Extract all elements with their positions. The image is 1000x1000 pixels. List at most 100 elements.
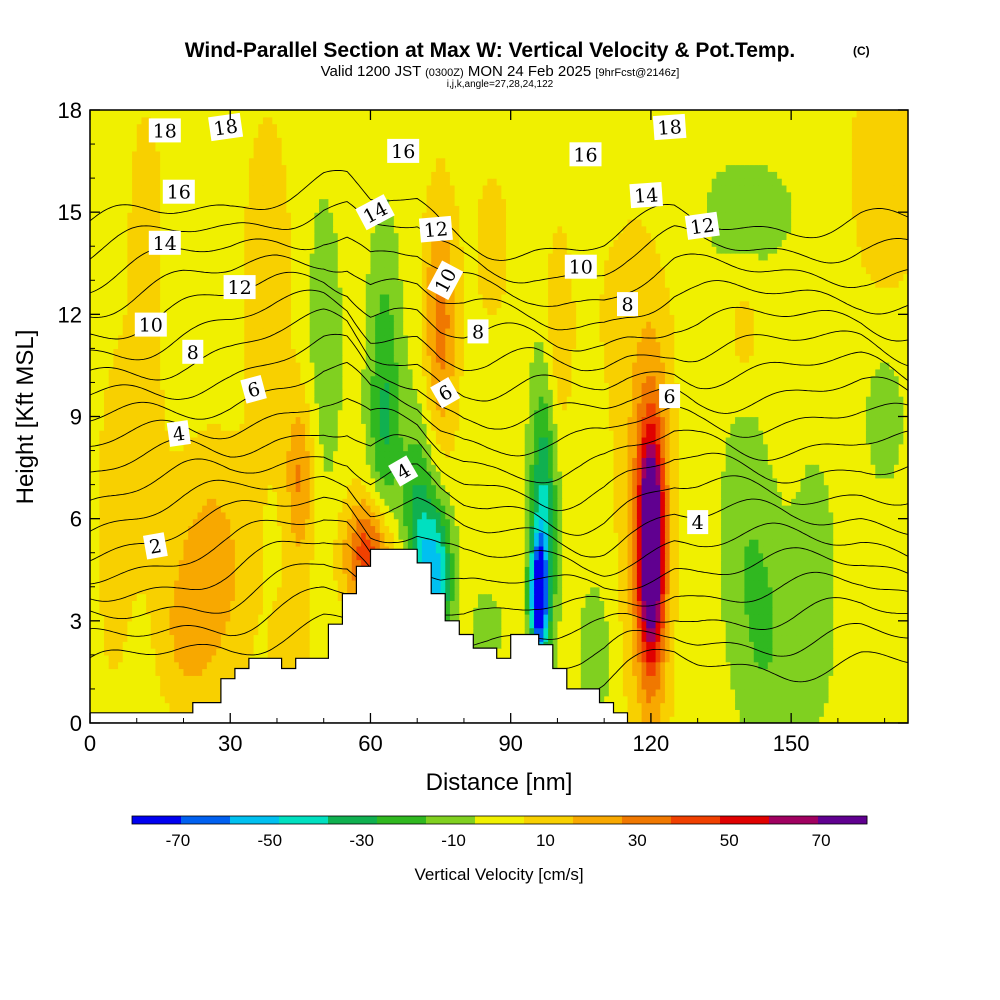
velocity-cell xyxy=(847,607,853,615)
velocity-cell xyxy=(174,539,180,547)
velocity-cell xyxy=(323,573,329,581)
velocity-cell xyxy=(477,607,484,615)
velocity-cell xyxy=(183,552,189,561)
velocity-cell xyxy=(664,668,671,676)
velocity-cell xyxy=(178,675,185,683)
velocity-cell xyxy=(772,620,778,629)
velocity-cell xyxy=(767,641,774,649)
velocity-cell xyxy=(721,675,727,683)
velocity-cell xyxy=(174,627,180,636)
velocity-cell xyxy=(847,573,853,581)
velocity-cell xyxy=(248,566,255,574)
velocity-cell xyxy=(805,579,811,588)
velocity-cell xyxy=(113,648,119,656)
velocity-cell xyxy=(132,675,138,683)
velocity-cell xyxy=(856,552,862,561)
velocity-cell xyxy=(258,620,264,629)
velocity-cell xyxy=(113,614,119,622)
velocity-cell xyxy=(160,593,166,601)
velocity-cell xyxy=(781,552,788,561)
velocity-cell xyxy=(655,702,661,710)
velocity-cell xyxy=(477,532,484,540)
velocity-cell xyxy=(155,695,161,704)
velocity-cell xyxy=(211,654,217,663)
velocity-cell xyxy=(113,668,119,676)
velocity-cell xyxy=(664,559,671,567)
velocity-cell xyxy=(146,586,152,595)
velocity-cell xyxy=(875,702,881,710)
velocity-cell xyxy=(580,532,587,540)
velocity-cell xyxy=(146,688,152,697)
velocity-cell xyxy=(155,648,161,656)
velocity-cell xyxy=(262,559,269,567)
velocity-cell xyxy=(814,573,820,581)
velocity-cell xyxy=(833,702,839,710)
velocity-cell xyxy=(337,586,344,595)
velocity-cell xyxy=(594,675,601,683)
velocity-cell xyxy=(491,559,498,567)
velocity-cell xyxy=(94,566,100,574)
velocity-cell xyxy=(641,593,647,601)
velocity-cell xyxy=(253,614,259,622)
velocity-cell xyxy=(758,668,764,676)
velocity-cell xyxy=(716,688,722,697)
velocity-cell xyxy=(197,675,203,683)
velocity-cell xyxy=(585,634,591,642)
velocity-cell xyxy=(281,586,287,595)
velocity-cell xyxy=(632,661,638,670)
velocity-cell xyxy=(445,545,451,554)
velocity-cell xyxy=(211,682,217,690)
velocity-cell xyxy=(253,552,259,561)
velocity-cell xyxy=(220,614,227,622)
velocity-cell xyxy=(141,545,147,554)
velocity-cell xyxy=(90,573,96,581)
velocity-cell xyxy=(655,552,661,561)
velocity-cell xyxy=(183,539,189,547)
velocity-cell xyxy=(819,716,825,723)
velocity-cell xyxy=(122,702,128,710)
velocity-cell xyxy=(688,661,694,670)
velocity-cell xyxy=(538,607,544,615)
velocity-cell xyxy=(683,675,689,683)
velocity-cell xyxy=(188,586,194,595)
velocity-cell xyxy=(267,627,273,636)
velocity-cell xyxy=(707,579,713,588)
velocity-cell xyxy=(664,675,671,683)
velocity-cell xyxy=(702,607,708,615)
velocity-cell xyxy=(206,559,213,567)
velocity-cell xyxy=(664,688,671,697)
velocity-cell xyxy=(113,552,119,561)
velocity-cell xyxy=(646,675,652,683)
velocity-cell xyxy=(118,620,124,629)
velocity-cell xyxy=(206,620,213,629)
velocity-cell xyxy=(183,661,189,670)
velocity-cell xyxy=(772,702,778,710)
velocity-cell xyxy=(594,600,601,608)
velocity-cell xyxy=(127,607,133,615)
velocity-cell xyxy=(529,593,535,601)
velocity-cell xyxy=(739,614,745,622)
velocity-cell xyxy=(814,668,820,676)
velocity-cell xyxy=(823,573,830,581)
velocity-cell xyxy=(833,634,839,642)
velocity-cell xyxy=(566,661,573,670)
velocity-cell xyxy=(459,539,465,547)
velocity-cell xyxy=(791,620,797,629)
velocity-cell xyxy=(590,661,596,670)
velocity-cell xyxy=(660,545,666,554)
velocity-cell xyxy=(791,627,797,636)
velocity-cell xyxy=(220,566,227,574)
subtitle-params: i,j,k,angle=27,28,24,122 xyxy=(447,79,554,90)
velocity-cell xyxy=(833,709,839,717)
velocity-cell xyxy=(730,593,736,601)
velocity-cell xyxy=(94,620,100,629)
velocity-cell xyxy=(865,559,872,567)
velocity-cell xyxy=(524,607,530,615)
velocity-cell xyxy=(90,607,96,615)
velocity-cell xyxy=(197,614,203,622)
velocity-cell xyxy=(370,525,376,533)
velocity-cell xyxy=(730,695,736,704)
velocity-cell xyxy=(800,709,806,717)
velocity-cell xyxy=(763,614,769,622)
velocity-cell xyxy=(688,532,694,540)
